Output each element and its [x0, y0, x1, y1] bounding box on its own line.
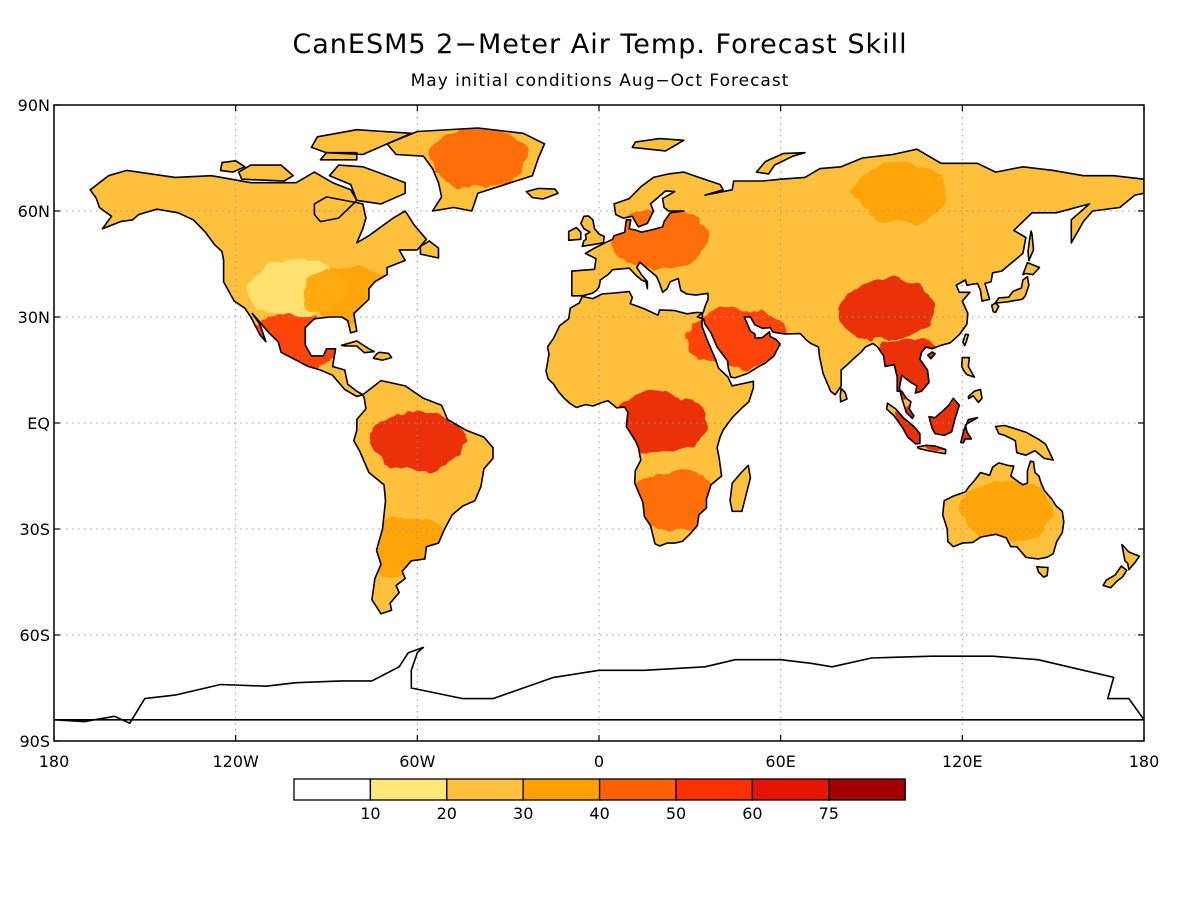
- lon-tick-label-5: 120E: [942, 752, 983, 771]
- skill-region-siberia: [853, 163, 950, 224]
- coastline-new-zealand-south: [1102, 565, 1128, 589]
- coastline-luzon: [960, 356, 976, 378]
- lat-tick-label-eq: EQ: [27, 414, 50, 433]
- coastline-hokkaido: [1022, 261, 1041, 276]
- colorbar-label-40: 40: [589, 804, 609, 823]
- coastline-sakhalin: [1027, 230, 1035, 262]
- chart-subtitle: May initial conditions Aug−Oct Forecast: [411, 71, 790, 91]
- coastline-australia: [941, 460, 1065, 560]
- colorbar-label-50: 50: [666, 804, 686, 823]
- colorbar-label-20: 20: [437, 804, 457, 823]
- colorbar: 10 20 30 40 50 60 75: [293, 778, 906, 823]
- colorbar-swatch-2: [446, 778, 524, 801]
- lon-tick-label-4: 60E: [765, 752, 795, 771]
- colorbar-swatch-1: [369, 778, 448, 801]
- colorbar-swatch-7: [828, 778, 906, 801]
- lat-tick-label-60n: 60N: [18, 202, 50, 221]
- colorbar-swatch-4: [598, 778, 677, 801]
- coastline-hispaniola: [372, 351, 393, 361]
- coastline-victoria-island: [237, 164, 295, 182]
- coastline-south-america: [352, 379, 494, 615]
- coastline-sumatra: [885, 402, 921, 445]
- lat-tick-label-30n: 30N: [18, 308, 50, 327]
- colorbar-swatch-6: [751, 778, 830, 801]
- coastline-svalbard: [631, 137, 685, 152]
- coastline-cuba: [340, 340, 376, 354]
- coastline-tasmania: [1036, 565, 1049, 578]
- coastlines: [54, 127, 1144, 725]
- skill-region-amazon: [369, 410, 466, 471]
- axis-tick-marks: [53, 104, 1145, 742]
- coastline-africa: [545, 290, 755, 547]
- colorbar-swatch-5: [675, 778, 754, 801]
- coastline-borneo: [928, 397, 961, 437]
- coastline-devon-island: [319, 151, 358, 161]
- latitude-labels: 90N 60N 30N EQ 30S 60S 90S: [18, 96, 50, 751]
- coastline-banks-island: [219, 160, 246, 173]
- skill-region-southeast-asia: [859, 340, 956, 400]
- lat-tick-label-60s: 60S: [19, 626, 50, 645]
- longitude-labels: 180 120W 60W 0 60E 120E 180: [39, 752, 1160, 771]
- skill-region-southern-africa: [626, 470, 723, 531]
- colorbar-label-10: 10: [360, 804, 380, 823]
- skill-region-maritime-continent: [899, 393, 996, 453]
- coastline-taiwan: [962, 333, 970, 347]
- coastline-honshu: [994, 275, 1030, 304]
- lat-tick-label-90s: 90S: [19, 732, 50, 751]
- coastline-new-zealand-north: [1121, 543, 1141, 571]
- coastline-sri-lanka: [839, 387, 848, 403]
- skill-region-western-canada: [172, 181, 269, 241]
- skill-region-greenland: [429, 128, 526, 188]
- coastline-hainan: [926, 351, 936, 360]
- coastline-iceland: [525, 187, 559, 200]
- skill-region-arabian-peninsula: [687, 308, 784, 369]
- lon-tick-label-2: 60W: [399, 752, 435, 771]
- colorbar-label-60: 60: [742, 804, 762, 823]
- lat-tick-label-30s: 30S: [19, 520, 50, 539]
- colorbar-label-75: 75: [819, 804, 839, 823]
- skill-region-europe: [611, 209, 708, 270]
- coastline-ireland: [567, 226, 582, 242]
- coastline-baffin-island: [328, 164, 407, 205]
- lon-tick-label-3: 0: [594, 752, 604, 771]
- skill-region-australia: [959, 481, 1056, 542]
- lat-tick-label-90n: 90N: [18, 96, 50, 115]
- skill-region-southern-south-america: [354, 516, 451, 577]
- coastline-sulawesi: [959, 416, 979, 444]
- coastline-kyushu: [990, 302, 1000, 314]
- coastline-novaya-zemlya: [755, 151, 806, 175]
- coastline-java: [916, 444, 947, 455]
- skill-region-central-africa: [611, 393, 708, 453]
- coastline-ellesmere-island: [310, 128, 413, 156]
- skill-region-mexico: [242, 315, 339, 376]
- chart-title: CanESM5 2−Meter Air Temp. Forecast Skill: [292, 29, 907, 60]
- colorbar-label-30: 30: [513, 804, 533, 823]
- coastline-new-guinea: [994, 424, 1054, 461]
- coastline-mindanao: [967, 388, 983, 404]
- skill-region-tibet-china: [838, 279, 935, 340]
- skill-region-sahara: [566, 315, 663, 376]
- coastline-antarctica: [54, 646, 1144, 725]
- lon-tick-label-1: 120W: [212, 752, 259, 771]
- coastline-north-america: [89, 169, 428, 398]
- lon-tick-label-6: 180: [1129, 752, 1160, 771]
- coastline-greenland: [386, 127, 546, 212]
- coastline-eurasia: [570, 148, 1144, 420]
- skill-region-eastern-us: [302, 265, 399, 326]
- map-gridlines: [54, 105, 1144, 741]
- colorbar-swatch-3: [522, 778, 601, 801]
- coastline-madagascar: [729, 464, 752, 513]
- lon-tick-label-0: 180: [39, 752, 70, 771]
- colorbar-swatch-0: [293, 778, 372, 801]
- coastline-newfoundland: [419, 240, 440, 259]
- coastline-great-britain: [579, 215, 605, 248]
